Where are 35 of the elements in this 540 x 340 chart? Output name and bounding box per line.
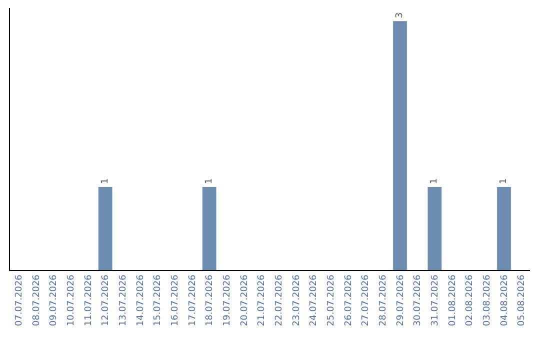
x-tick-label: 07.07.2026 bbox=[14, 274, 25, 326]
x-tick-label: 31.07.2026 bbox=[430, 274, 441, 326]
x-tick-label: 04.08.2026 bbox=[500, 274, 510, 326]
x-tick-label: 20.07.2026 bbox=[240, 274, 250, 326]
x-tick-label: 22.07.2026 bbox=[274, 274, 285, 326]
x-tick-label: 19.07.2026 bbox=[222, 274, 233, 326]
x-tick-label: 09.07.2026 bbox=[49, 274, 60, 326]
x-tick-label: 18.07.2026 bbox=[205, 274, 216, 326]
data-label: 1 bbox=[204, 178, 214, 184]
x-tick-label: 23.07.2026 bbox=[292, 274, 302, 326]
x-tick-label: 21.07.2026 bbox=[257, 274, 268, 326]
x-tick-label: 24.07.2026 bbox=[309, 274, 320, 326]
x-tick-label: 13.07.2026 bbox=[118, 274, 129, 326]
x-tick-label: 26.07.2026 bbox=[344, 274, 354, 326]
x-tick-label: 30.07.2026 bbox=[413, 274, 424, 326]
x-tick-label: 03.08.2026 bbox=[482, 274, 493, 326]
x-tick-label: 29.07.2026 bbox=[396, 274, 406, 326]
data-label: 3 bbox=[395, 12, 405, 18]
x-tick-label: 10.07.2026 bbox=[66, 274, 77, 326]
data-label: 1 bbox=[100, 178, 110, 184]
x-tick-label: 11.07.2026 bbox=[84, 274, 94, 326]
x-tick-label: 27.07.2026 bbox=[361, 274, 372, 326]
x-tick-label: 02.08.2026 bbox=[465, 274, 476, 326]
x-tick-label: 05.08.2026 bbox=[517, 274, 528, 326]
x-tick-label: 08.07.2026 bbox=[32, 274, 42, 326]
x-tick-label: 16.07.2026 bbox=[170, 274, 181, 326]
x-tick-label: 12.07.2026 bbox=[101, 274, 112, 326]
data-label: 1 bbox=[499, 178, 509, 184]
x-tick-label: 14.07.2026 bbox=[136, 274, 146, 326]
x-tick-label: 25.07.2026 bbox=[326, 274, 337, 326]
x-tick-label: 28.07.2026 bbox=[378, 274, 389, 326]
x-tick-label: 17.07.2026 bbox=[188, 274, 198, 326]
x-tick-label: 01.08.2026 bbox=[448, 274, 458, 326]
x-tick-label: 15.07.2026 bbox=[153, 274, 164, 326]
data-label: 1 bbox=[430, 178, 440, 184]
